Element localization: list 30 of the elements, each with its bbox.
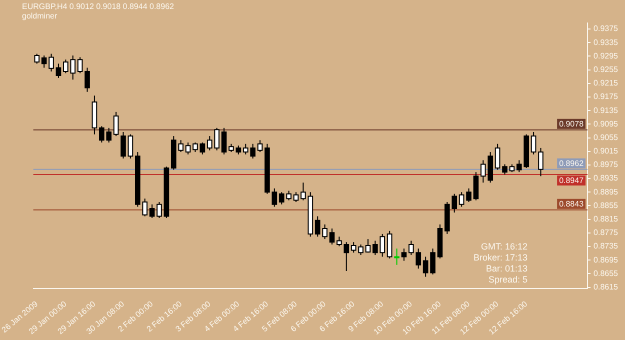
y-tick-label: 0.9015 — [594, 146, 619, 156]
ref-line-label: 0.8962 — [559, 159, 584, 168]
ref-line-label: 0.8947 — [559, 176, 584, 186]
y-tick-label: 0.8815 — [594, 214, 619, 224]
ref-line-label: 0.9078 — [559, 120, 584, 129]
y-tick-label: 0.9255 — [594, 64, 619, 74]
y-tick-label: 0.9055 — [594, 132, 619, 142]
annotation: Bar: 01:13 — [486, 263, 528, 274]
y-tick-label: 0.8615 — [594, 282, 619, 292]
y-tick-label: 0.8695 — [594, 255, 619, 264]
y-tick-label: 0.8975 — [594, 160, 619, 170]
y-tick-label: 0.9095 — [594, 119, 619, 128]
y-tick-label: 0.9335 — [594, 38, 619, 47]
y-tick-label: 0.9375 — [594, 24, 619, 34]
y-tick-label: 0.9135 — [594, 106, 619, 115]
y-tick-label: 0.8935 — [594, 174, 619, 183]
y-tick-label: 0.8735 — [594, 242, 619, 251]
annotation: Spread: 5 — [488, 274, 528, 284]
y-tick-label: 0.8855 — [594, 200, 619, 210]
y-tick-label: 0.8775 — [594, 228, 619, 238]
chart-subtitle: goldminer — [22, 12, 58, 21]
y-tick-label: 0.9215 — [594, 78, 619, 88]
y-tick-label: 0.9295 — [594, 51, 619, 60]
ref-line-label: 0.8843 — [559, 200, 584, 209]
y-tick-label: 0.8895 — [594, 187, 619, 196]
y-tick-label: 0.9175 — [594, 92, 619, 102]
y-tick-label: 0.8655 — [594, 268, 619, 278]
chart-title: EURGBP,H4 0.9012 0.9018 0.8944 0.8962 — [22, 2, 175, 12]
annotation: Broker: 17:13 — [474, 252, 528, 262]
annotation: GMT: 16:12 — [481, 241, 528, 252]
